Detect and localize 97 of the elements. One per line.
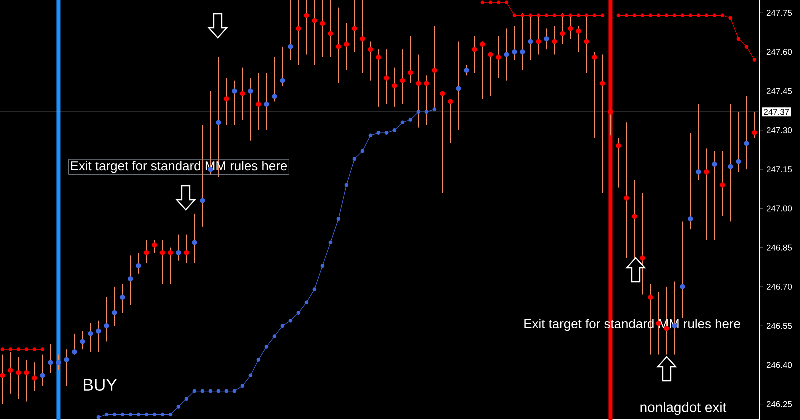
point xyxy=(184,397,189,402)
y-tick-label: 246.40 xyxy=(766,362,792,368)
point xyxy=(384,131,389,135)
point xyxy=(112,412,117,417)
point xyxy=(600,14,605,18)
point xyxy=(720,14,725,18)
point xyxy=(128,412,133,417)
point xyxy=(344,183,349,188)
point xyxy=(296,311,301,315)
point xyxy=(400,120,405,125)
point xyxy=(408,118,413,122)
point xyxy=(392,128,397,132)
point xyxy=(744,45,749,49)
point xyxy=(232,389,237,394)
point xyxy=(0,348,5,352)
ref-line-label: 247.37 xyxy=(764,109,790,116)
point xyxy=(704,14,709,18)
point xyxy=(40,348,45,352)
point xyxy=(648,14,653,18)
point xyxy=(248,374,253,378)
point xyxy=(312,288,317,292)
y-tick-label: 247.30 xyxy=(766,127,792,134)
point xyxy=(328,240,333,245)
annotation: nonlagdot exit xyxy=(640,402,727,416)
point xyxy=(664,14,669,18)
annotation: BUY xyxy=(84,379,118,392)
point xyxy=(640,14,645,18)
point xyxy=(216,389,221,394)
point xyxy=(424,110,429,114)
point xyxy=(496,0,501,5)
point xyxy=(200,389,205,394)
y-tick-label: 246.70 xyxy=(766,284,792,290)
y-tick-label: 247.45 xyxy=(766,88,792,94)
point xyxy=(544,14,549,18)
point xyxy=(560,14,565,18)
point xyxy=(592,14,597,18)
point xyxy=(16,348,21,352)
point xyxy=(568,14,573,18)
point xyxy=(728,16,733,20)
y-tick-label: 247.60 xyxy=(766,49,792,56)
point xyxy=(224,389,229,394)
point xyxy=(528,14,533,18)
y-tick-label: 247.15 xyxy=(766,166,792,173)
point xyxy=(512,14,517,18)
y-tick-label: 247.00 xyxy=(766,206,792,212)
point xyxy=(272,334,277,338)
point xyxy=(176,405,181,409)
y-tick-label: 246.85 xyxy=(766,244,792,251)
y-tick-label: 247.75 xyxy=(766,10,792,16)
point xyxy=(576,14,581,18)
point xyxy=(656,14,661,18)
point xyxy=(360,149,365,154)
point xyxy=(504,0,509,5)
point xyxy=(32,348,37,352)
point xyxy=(680,14,685,18)
y-tick-label: 246.25 xyxy=(766,401,792,408)
point xyxy=(152,412,157,417)
point xyxy=(136,412,141,417)
point xyxy=(432,108,437,112)
y-tick-label: 246.55 xyxy=(766,323,792,330)
point xyxy=(584,14,589,18)
point xyxy=(416,110,421,114)
point xyxy=(256,358,261,362)
point xyxy=(240,384,245,388)
point xyxy=(752,58,757,62)
point xyxy=(96,415,101,420)
point xyxy=(120,412,125,417)
point xyxy=(536,14,541,18)
point xyxy=(208,389,213,394)
point xyxy=(288,318,293,323)
point xyxy=(8,348,13,352)
point xyxy=(264,345,269,349)
point xyxy=(192,389,197,394)
point xyxy=(104,412,109,417)
point xyxy=(160,412,165,417)
point xyxy=(320,264,325,268)
point xyxy=(688,14,693,18)
point xyxy=(368,134,373,138)
point xyxy=(520,14,525,18)
point xyxy=(736,37,741,42)
point xyxy=(616,14,621,18)
point xyxy=(488,0,493,5)
point xyxy=(24,348,29,352)
point xyxy=(280,324,285,328)
point xyxy=(304,300,309,305)
point xyxy=(696,14,701,18)
point xyxy=(712,14,717,18)
point xyxy=(624,14,629,18)
point xyxy=(336,217,341,222)
point xyxy=(552,14,557,18)
point xyxy=(480,0,485,5)
point xyxy=(168,412,173,417)
point xyxy=(672,14,677,18)
point xyxy=(352,157,357,162)
point xyxy=(144,412,149,417)
point xyxy=(376,131,381,135)
point xyxy=(632,14,637,18)
